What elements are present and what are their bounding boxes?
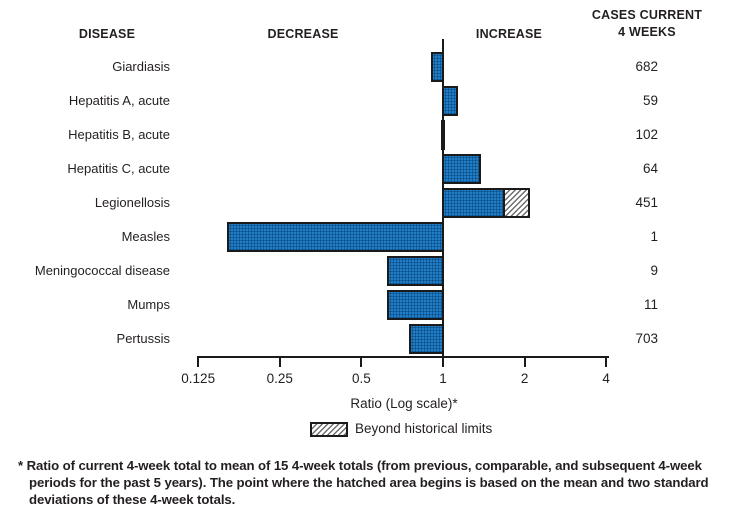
- cases-header-line2: 4 WEEKS: [618, 25, 676, 39]
- x-axis-tick: [442, 356, 444, 367]
- x-axis-tick-label: 2: [520, 371, 529, 386]
- ratio-bar: [409, 324, 444, 354]
- cases-value: 703: [635, 331, 658, 346]
- increase-column-header: INCREASE: [475, 27, 543, 41]
- ratio-bar: [386, 290, 444, 320]
- x-axis-tick: [197, 356, 200, 367]
- disease-label: Giardiasis: [112, 59, 170, 74]
- footnote: * Ratio of current 4-week total to mean …: [18, 458, 709, 507]
- cases-value: 451: [635, 195, 658, 210]
- disease-column-header: DISEASE: [78, 27, 136, 41]
- disease-label: Hepatitis C, acute: [67, 161, 170, 176]
- ratio-bar: [430, 52, 444, 82]
- beyond-historical-limits-segment: [502, 190, 528, 216]
- decrease-column-header: DECREASE: [267, 27, 339, 41]
- disease-label: Hepatitis B, acute: [68, 127, 170, 142]
- cases-value: 11: [643, 297, 658, 312]
- cases-value: 9: [650, 263, 658, 278]
- disease-label: Meningococcal disease: [34, 263, 170, 278]
- cases-value: 102: [635, 127, 658, 142]
- disease-label: Hepatitis A, acute: [68, 93, 170, 108]
- ratio-bar: [442, 86, 459, 116]
- x-axis-tick-label: 0.125: [181, 371, 216, 386]
- cases-value: 682: [635, 59, 658, 74]
- x-axis-tick-label: 0.5: [352, 371, 371, 386]
- x-axis-title: Ratio (Log scale)*: [350, 396, 458, 411]
- disease-label: Pertussis: [116, 331, 170, 346]
- x-axis-tick-label: 4: [602, 371, 610, 386]
- x-axis-tick: [523, 356, 526, 367]
- cases-header-line1: CASES CURRENT: [591, 8, 703, 22]
- cases-value: 1: [650, 229, 658, 244]
- cases-column-header: CASES CURRENT 4 WEEKS: [592, 7, 702, 41]
- disease-label: Mumps: [127, 297, 170, 312]
- x-axis-tick: [360, 356, 363, 367]
- ratio-bar: [386, 256, 444, 286]
- cases-value: 59: [642, 93, 658, 108]
- cases-value: 64: [642, 161, 658, 176]
- x-axis-tick: [278, 356, 281, 367]
- x-axis-tick: [605, 356, 608, 367]
- ratio-bar: [442, 154, 481, 184]
- ratio-bar: [440, 120, 446, 150]
- legend-label: Beyond historical limits: [355, 421, 493, 436]
- ratio-bar: [227, 222, 444, 252]
- x-axis-tick-label: 0.25: [266, 371, 293, 386]
- disease-label: Legionellosis: [94, 195, 170, 210]
- x-axis-tick-label: 1: [439, 371, 447, 386]
- beyond-historical-limits-swatch-icon: [310, 422, 348, 437]
- x-axis-line: [197, 356, 609, 358]
- ratio-bar: [442, 188, 530, 218]
- disease-label: Measles: [121, 229, 170, 244]
